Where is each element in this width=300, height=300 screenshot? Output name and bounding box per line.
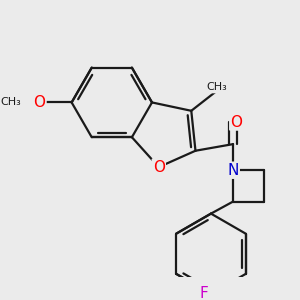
Text: N: N	[227, 163, 239, 178]
Text: O: O	[34, 95, 46, 110]
Text: O: O	[153, 160, 165, 175]
Text: O: O	[230, 115, 242, 130]
Text: CH₃: CH₃	[207, 82, 227, 92]
Text: CH₃: CH₃	[0, 98, 21, 107]
Text: F: F	[200, 286, 208, 300]
